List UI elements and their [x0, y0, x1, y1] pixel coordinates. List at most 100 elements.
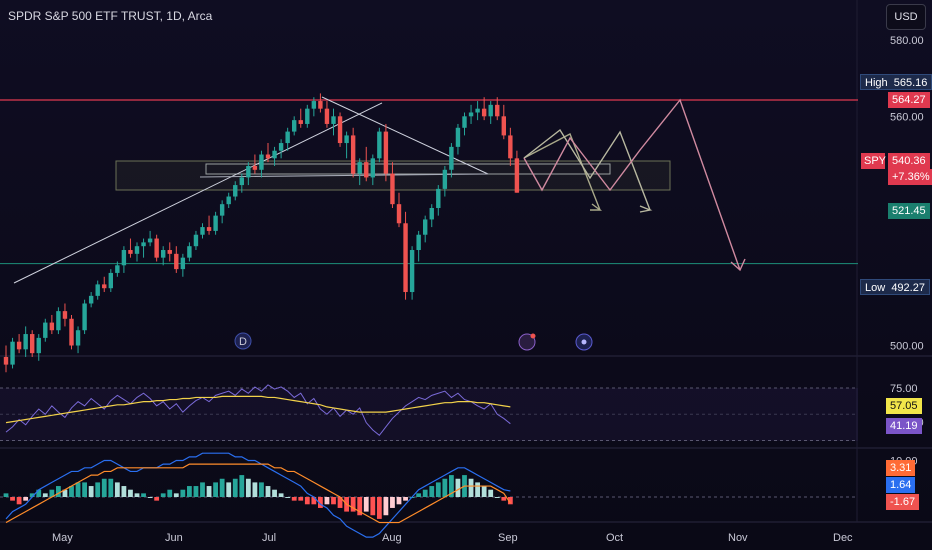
candle-body [272, 150, 277, 159]
support-price-tag: 521.45 [888, 203, 930, 219]
macd-histogram-bar [481, 486, 487, 497]
candle-body [278, 143, 284, 151]
candle-body [311, 101, 317, 109]
candle-body [403, 223, 408, 293]
candle-body [167, 250, 172, 254]
macd-histogram-bar [121, 486, 127, 497]
macd-histogram-bar [226, 482, 232, 497]
price-tick-label: 560.00 [890, 111, 924, 123]
candle-body [239, 177, 244, 186]
candle-body [174, 253, 179, 270]
candle-body [43, 322, 48, 338]
candle-body [128, 250, 133, 254]
resistance-price-tag: 564.27 [888, 92, 930, 108]
macd-histogram-bar [311, 497, 317, 505]
macd-histogram-bar [154, 497, 160, 501]
candle-body [134, 246, 140, 254]
high-label-tag: High 565.16 [860, 74, 932, 90]
x-axis-label: Dec [833, 532, 853, 544]
candle-body [337, 116, 343, 144]
macd-histogram-bar [455, 478, 461, 497]
macd-histogram-bar [69, 486, 74, 497]
macd-histogram-bar [376, 497, 382, 519]
candle-body [3, 356, 9, 365]
candle-body [383, 131, 389, 174]
candle-body [82, 303, 87, 331]
candle-body [455, 127, 461, 147]
candle-body [187, 246, 192, 258]
alert-dot [530, 333, 536, 339]
macd-histogram-bar [206, 486, 212, 497]
downtrend-line [321, 96, 489, 175]
macd-histogram-bar [160, 493, 166, 497]
macd-histogram-bar [56, 486, 61, 497]
price-tick-label: 580.00 [890, 35, 924, 47]
macd-histogram-bar [49, 489, 55, 497]
candle-body [449, 146, 454, 170]
candle-body [292, 120, 297, 132]
macd-histogram-bar [468, 478, 474, 497]
x-axis-label: Aug [382, 532, 402, 544]
macd-histogram-bar [213, 482, 218, 497]
candle-body [305, 108, 310, 124]
candle-body [56, 311, 61, 331]
x-axis-label: Sep [498, 532, 518, 544]
rsi-value-tag: 41.19 [886, 418, 922, 434]
macd-histogram-bar [357, 497, 363, 516]
macd-histogram-bar [167, 489, 173, 497]
candle-body [364, 162, 369, 178]
x-axis-label: Nov [728, 532, 748, 544]
macd-value-tag: 1.64 [886, 477, 916, 493]
candle-body [246, 165, 251, 178]
dividend-marker [234, 332, 252, 350]
candle-body [370, 158, 375, 178]
macd-histogram-bar [193, 486, 199, 497]
candle-body [180, 257, 186, 270]
macd-histogram-bar [259, 482, 264, 497]
high-label: High [865, 77, 888, 89]
low-label: Low [865, 282, 886, 294]
projection-arrowhead [639, 205, 653, 213]
candle-body [161, 250, 166, 258]
candle-body [95, 284, 100, 296]
currency-button[interactable]: USD [886, 4, 926, 30]
candle-body [193, 234, 199, 247]
macd-histogram-bar [200, 482, 205, 497]
candle-body [252, 165, 258, 170]
high-value: 565.16 [893, 77, 928, 89]
candle-body [75, 330, 81, 346]
macd-histogram-bar [494, 497, 500, 498]
candle-body [514, 158, 520, 193]
projection-path [523, 98, 741, 271]
macd-histogram-bar [422, 489, 428, 497]
candle-body [265, 154, 271, 159]
candle-body [468, 112, 474, 117]
candle-body [219, 204, 225, 216]
low-label-tag: Low 492.27 [860, 279, 930, 295]
rsi-tick-label: 75.00 [890, 383, 918, 395]
macd-histogram-bar [36, 489, 42, 497]
candle-body [488, 104, 493, 117]
macd-histogram-bar [416, 493, 422, 497]
macd-histogram-bar [187, 486, 192, 497]
price-tick-label: 500.00 [890, 341, 924, 353]
macd-histogram-bar [95, 482, 101, 497]
symbol-tag: SPY [861, 153, 886, 169]
candle-body [36, 337, 41, 354]
candle-body [298, 120, 303, 124]
macd-histogram-bar [285, 497, 291, 498]
candle-body [141, 242, 146, 247]
candle-body [102, 284, 107, 289]
change-percent-tag: +7.36% [888, 169, 932, 185]
macd-histogram-bar [363, 497, 369, 512]
macd-histogram-bar [29, 493, 35, 497]
macd-histogram-bar [16, 497, 22, 505]
candle-body [213, 215, 218, 231]
macd-hist-tag: 3.31 [886, 460, 916, 476]
candle-body [350, 135, 356, 174]
last-price-tag: 540.36 [888, 153, 930, 169]
macd-histogram-bar [82, 482, 87, 497]
macd-histogram-bar [449, 475, 454, 497]
x-axis-label: May [52, 532, 73, 544]
